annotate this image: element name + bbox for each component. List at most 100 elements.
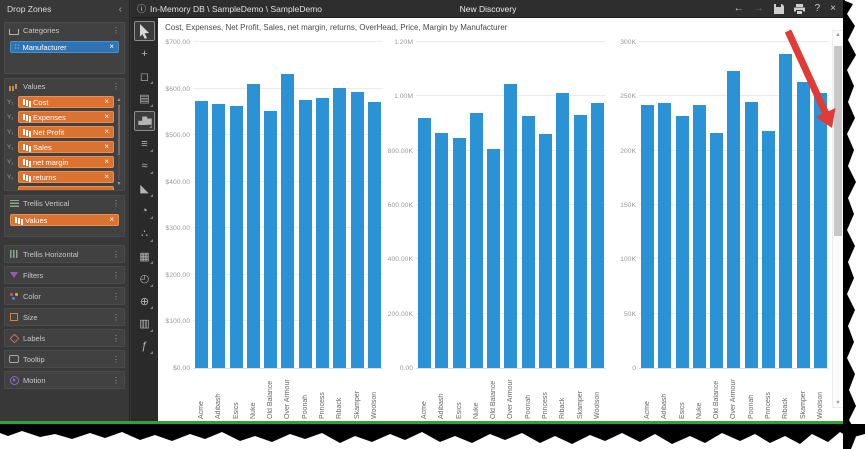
value-chip-partial[interactable] [18, 186, 114, 190]
bar-riback[interactable] [556, 93, 570, 368]
bar-woolson[interactable] [813, 93, 827, 368]
pointer-tool[interactable] [134, 21, 155, 41]
info-icon[interactable]: ⓘ [137, 4, 147, 14]
bar-esics[interactable] [675, 115, 689, 368]
tooltip-menu-icon[interactable]: ⋮ [112, 354, 120, 364]
category-chip-manufacturer[interactable]: ∷ Manufacturer × [10, 41, 119, 53]
bar-adibash[interactable] [212, 104, 226, 368]
size-menu-icon[interactable]: ⋮ [112, 312, 120, 322]
area-chart-tool[interactable]: ◣ [134, 179, 155, 199]
scroll-up-icon[interactable]: ▲ [835, 32, 841, 38]
remove-chip-icon[interactable]: × [104, 127, 109, 136]
bar-skamper[interactable] [573, 114, 587, 368]
bar-chart-tool[interactable]: ≡ [134, 134, 155, 154]
values-scroll-down-icon[interactable]: ▼ [116, 181, 122, 187]
bar-poonah[interactable] [744, 101, 758, 368]
values-scrollbar-thumb[interactable] [118, 105, 120, 155]
pie-chart-tool[interactable]: ◔ [134, 201, 155, 221]
labels-menu-icon[interactable]: ⋮ [112, 333, 120, 343]
section-labels[interactable]: Labels ⋮ [4, 329, 125, 347]
section-color[interactable]: Color ⋮ [4, 287, 125, 305]
bar-nuke[interactable] [692, 105, 706, 368]
map-tool[interactable]: ⊕ [134, 291, 155, 311]
motion-menu-icon[interactable]: ⋮ [112, 375, 120, 385]
bar-poonah[interactable] [298, 99, 312, 368]
vertical-scrollbar[interactable]: ▲ ▼ [832, 30, 844, 408]
bar-woolson[interactable] [590, 102, 604, 368]
remove-chip-icon[interactable]: × [104, 112, 109, 121]
bar-adibash[interactable] [435, 132, 449, 368]
help-button[interactable]: ? [814, 3, 821, 14]
remove-chip-icon[interactable]: × [104, 157, 109, 166]
bar-skamper[interactable] [796, 82, 810, 368]
value-chip-net-margin[interactable]: net margin × [18, 156, 114, 168]
lasso-select-tool-icon: ◻ [139, 70, 150, 83]
column-chart-tool[interactable]: ▄█▆ [134, 111, 155, 131]
remove-chip-icon[interactable]: × [104, 97, 109, 106]
funnel-chart-tool[interactable]: ƒ [134, 336, 155, 356]
scrollbar-thumb[interactable] [834, 46, 842, 236]
color-menu-icon[interactable]: ⋮ [112, 291, 120, 301]
value-chip-expenses[interactable]: Expenses × [18, 111, 114, 123]
back-button[interactable]: ← [733, 3, 744, 14]
scatter-chart-tool[interactable]: ∴ [134, 224, 155, 244]
bar-esics[interactable] [452, 137, 466, 368]
collapse-panel-icon[interactable]: ‹ [118, 3, 122, 15]
values-menu-icon[interactable]: ⋮ [112, 82, 120, 91]
value-chip-sales[interactable]: Sales × [18, 141, 114, 153]
save-button[interactable] [773, 3, 784, 14]
bar-riback[interactable] [779, 53, 793, 368]
line-chart-tool[interactable]: ≈ [134, 156, 155, 176]
close-button[interactable]: × [830, 3, 836, 14]
y-tick-label: $600.00 [165, 85, 190, 93]
filters-menu-icon[interactable]: ⋮ [112, 270, 120, 280]
pan-tool[interactable]: + [134, 44, 155, 64]
bar-acme[interactable] [418, 118, 432, 368]
remove-chip-icon[interactable]: × [104, 172, 109, 181]
section-filters[interactable]: Filters ⋮ [4, 266, 125, 284]
bar-skamper[interactable] [350, 92, 364, 368]
remove-chip-icon[interactable]: × [104, 142, 109, 151]
bar-acme[interactable] [195, 100, 209, 368]
bar-poonah[interactable] [521, 115, 535, 368]
bar-riback[interactable] [333, 88, 347, 368]
scroll-down-icon[interactable]: ▼ [835, 400, 841, 406]
bar-over-armour[interactable] [727, 71, 741, 368]
section-tooltip[interactable]: Tooltip ⋮ [4, 350, 125, 368]
bar-acme[interactable] [641, 105, 655, 368]
bar-adibash[interactable] [658, 102, 672, 368]
value-chip-returns[interactable]: returns × [18, 171, 114, 183]
bar-nuke[interactable] [246, 84, 260, 368]
section-motion[interactable]: Motion ⋮ [4, 371, 125, 389]
bar-princess[interactable] [315, 97, 329, 368]
remove-chip-icon[interactable]: × [109, 42, 114, 51]
trellis-chip-values[interactable]: Values × [10, 214, 119, 226]
bar-esics[interactable] [229, 105, 243, 368]
bar-princess[interactable] [538, 133, 552, 368]
forward-button[interactable]: → [753, 3, 764, 14]
section-trellis-horizontal[interactable]: Trellis Horizontal ⋮ [4, 245, 125, 263]
values-scroll-up-icon[interactable]: ▲ [116, 97, 122, 103]
trellis-vertical-menu-icon[interactable]: ⋮ [112, 199, 120, 208]
bar-over-armour[interactable] [504, 83, 518, 368]
print-button[interactable] [793, 3, 805, 14]
bar-princess[interactable] [761, 131, 775, 368]
section-size[interactable]: Size ⋮ [4, 308, 125, 326]
lasso-select-tool[interactable]: ◻ [134, 66, 155, 86]
bar-old-balance[interactable] [487, 148, 501, 368]
bar-old-balance[interactable] [710, 133, 724, 368]
bar-nuke[interactable] [469, 113, 483, 368]
treemap-tool[interactable]: ▦ [134, 246, 155, 266]
data-grid-tool[interactable]: ▤ [134, 89, 155, 109]
value-chip-net-profit[interactable]: Net Profit × [18, 126, 114, 138]
trellis-horizontal-menu-icon[interactable]: ⋮ [112, 249, 120, 259]
values-scrollbar[interactable]: ▲ ▼ [116, 97, 122, 187]
bar-woolson[interactable] [367, 102, 381, 368]
categories-menu-icon[interactable]: ⋮ [112, 26, 120, 35]
gauge-tool[interactable]: ◴ [134, 269, 155, 289]
remove-chip-icon[interactable]: × [109, 215, 114, 224]
bar-old-balance[interactable] [264, 110, 278, 368]
value-chip-cost[interactable]: Cost × [18, 96, 114, 108]
bar-over-armour[interactable] [281, 74, 295, 368]
crosstab-tool[interactable]: ▥ [134, 314, 155, 334]
